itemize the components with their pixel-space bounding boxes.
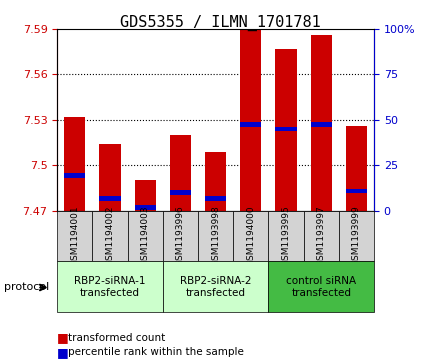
FancyBboxPatch shape [268, 261, 374, 312]
FancyBboxPatch shape [57, 211, 92, 261]
FancyBboxPatch shape [339, 211, 374, 261]
Text: RBP2-siRNA-1
transfected: RBP2-siRNA-1 transfected [74, 276, 146, 298]
FancyBboxPatch shape [233, 211, 268, 261]
Text: percentile rank within the sample: percentile rank within the sample [68, 347, 244, 357]
FancyBboxPatch shape [128, 211, 163, 261]
Text: GSM1193996: GSM1193996 [176, 205, 185, 266]
Bar [64, 117, 85, 211]
FancyBboxPatch shape [198, 211, 233, 261]
Bar [170, 135, 191, 211]
Bar [311, 35, 332, 211]
Text: transformed count: transformed count [68, 333, 165, 343]
Text: protocol: protocol [4, 282, 50, 292]
Bar [99, 196, 121, 201]
Bar [275, 127, 297, 131]
Bar [346, 126, 367, 211]
Bar [240, 29, 261, 211]
Text: GSM1193995: GSM1193995 [282, 205, 290, 266]
Bar [205, 196, 226, 201]
Text: control siRNA
transfected: control siRNA transfected [286, 276, 356, 298]
FancyBboxPatch shape [268, 211, 304, 261]
FancyBboxPatch shape [163, 211, 198, 261]
Text: GSM1193997: GSM1193997 [317, 205, 326, 266]
Bar [311, 122, 332, 127]
Text: GSM1193999: GSM1193999 [352, 205, 361, 266]
Bar [240, 122, 261, 127]
Text: RBP2-siRNA-2
transfected: RBP2-siRNA-2 transfected [180, 276, 251, 298]
Bar [275, 49, 297, 211]
FancyBboxPatch shape [92, 211, 128, 261]
Text: GSM1194002: GSM1194002 [106, 206, 114, 266]
Bar [99, 144, 121, 211]
Text: GSM1194000: GSM1194000 [246, 205, 255, 266]
Text: GSM1194001: GSM1194001 [70, 205, 79, 266]
Bar [64, 174, 85, 178]
Text: ■: ■ [57, 346, 69, 359]
Text: GSM1194003: GSM1194003 [141, 205, 150, 266]
Bar [170, 190, 191, 195]
Bar [205, 152, 226, 211]
FancyBboxPatch shape [163, 261, 268, 312]
Bar [346, 189, 367, 193]
FancyBboxPatch shape [304, 211, 339, 261]
Bar [135, 205, 156, 210]
FancyBboxPatch shape [57, 261, 163, 312]
Text: GSM1193998: GSM1193998 [211, 205, 220, 266]
Text: ■: ■ [57, 331, 69, 344]
Bar [135, 180, 156, 211]
Text: GDS5355 / ILMN_1701781: GDS5355 / ILMN_1701781 [120, 15, 320, 31]
